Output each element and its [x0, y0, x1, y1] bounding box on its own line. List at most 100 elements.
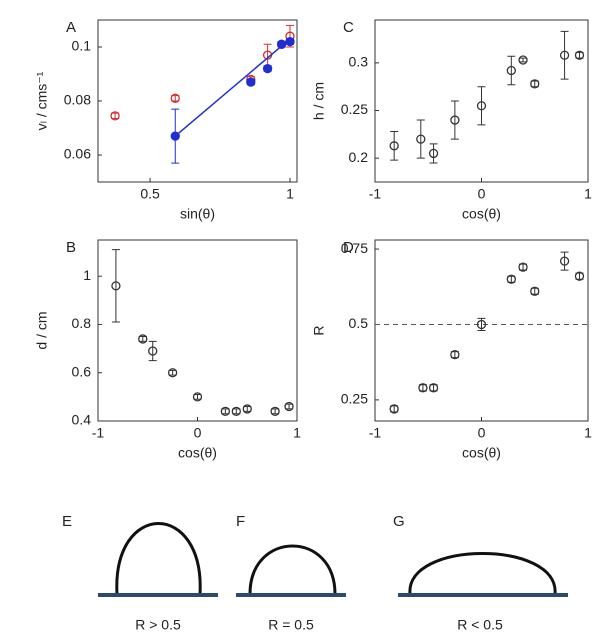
data-point [416, 134, 426, 144]
panel-letter: D [343, 239, 354, 256]
data-point [242, 404, 252, 414]
error-bar [507, 55, 516, 86]
error-bar [221, 408, 230, 415]
data-point [220, 406, 231, 416]
panel-letter: F [236, 513, 245, 530]
y-axis-label: h / cm [311, 82, 327, 120]
data-point [530, 79, 540, 89]
error-bar [390, 130, 399, 161]
data-point [389, 141, 399, 151]
y-tick-label: 0.06 [64, 146, 91, 162]
data-point [559, 50, 570, 60]
y-tick-label: 0.08 [64, 92, 91, 108]
data-point [148, 346, 158, 356]
y-tick-label: 0.75 [341, 240, 368, 256]
x-axis-label: cos(θ) [462, 445, 501, 461]
data-point [246, 77, 256, 87]
data-point [167, 368, 178, 378]
drop-outline [115, 522, 202, 595]
y-axis-label: d / cm [34, 311, 50, 349]
error-bar [148, 340, 157, 362]
panel-letter: C [343, 19, 354, 36]
data-point [428, 383, 439, 393]
error-bar [560, 30, 569, 80]
data-point [506, 65, 516, 76]
y-tick-label: 0.6 [72, 363, 92, 379]
y-tick-label: 0.25 [341, 101, 368, 117]
x-tick-label: -1 [369, 186, 382, 202]
data-point [476, 319, 487, 330]
error-bar [243, 406, 252, 412]
data-point [418, 383, 428, 393]
data-point [559, 256, 570, 266]
data-point [389, 404, 399, 414]
y-tick-label: 0.8 [72, 315, 92, 331]
drop-shapes: E R > 0.5 F R = 0.5 G R < 0.5 [62, 513, 568, 633]
fit-line [174, 38, 291, 137]
data-point [110, 111, 120, 121]
y-tick-label: 0.3 [349, 54, 369, 70]
data-point [518, 262, 528, 272]
data-point [138, 334, 148, 344]
data-point [530, 286, 540, 296]
data-point [262, 63, 273, 74]
panel-letter: G [393, 513, 405, 530]
data-point [428, 148, 439, 159]
x-tick-label: 1 [286, 186, 294, 202]
error-bar [477, 86, 486, 126]
shape-label: R < 0.5 [457, 617, 503, 633]
error-bar [519, 57, 528, 63]
x-tick-label: 0.5 [140, 186, 160, 202]
data-point [284, 401, 294, 412]
y-tick-label: 0.4 [72, 412, 92, 428]
y-tick-label: 0.25 [341, 391, 368, 407]
data-point [574, 50, 585, 60]
axes-box [97, 239, 298, 422]
data-point [270, 406, 280, 416]
drop-outline [248, 544, 337, 595]
data-point [518, 55, 528, 65]
x-tick-label: 1 [293, 425, 301, 441]
error-bar [285, 403, 294, 410]
error-bar [111, 249, 120, 323]
y-tick-label: 1 [83, 267, 91, 283]
y-tick-label: 0.1 [72, 38, 92, 54]
data-point [574, 271, 585, 281]
panel-letter: A [66, 19, 76, 36]
y-axis-label: vₗ / cms⁻¹ [34, 71, 50, 130]
error-bar [271, 408, 280, 415]
panel-letter: E [62, 513, 72, 530]
data-point [192, 392, 203, 402]
data-point [111, 281, 121, 291]
x-tick-label: -1 [369, 425, 382, 441]
x-tick-label: 0 [478, 186, 486, 202]
error-bar [560, 251, 569, 271]
x-axis-label: cos(θ) [462, 206, 501, 222]
x-tick-label: 0 [194, 425, 202, 441]
error-bar [416, 119, 425, 159]
error-bar [429, 143, 438, 164]
data-point [170, 93, 180, 103]
error-bar [232, 408, 241, 415]
shape-label: R > 0.5 [135, 617, 181, 633]
drop-outline [408, 552, 557, 595]
x-tick-label: 1 [584, 186, 592, 202]
data-point [450, 349, 460, 360]
y-tick-label: 0.5 [349, 315, 369, 331]
data-point [450, 115, 460, 125]
x-tick-label: 0 [478, 425, 486, 441]
x-axis-label: sin(θ) [180, 206, 215, 222]
data-point [276, 39, 287, 49]
y-tick-label: 0.2 [349, 149, 369, 165]
x-tick-label: -1 [92, 425, 105, 441]
data-point [506, 274, 516, 284]
error-bar [168, 369, 177, 376]
panel-letter: B [66, 239, 76, 256]
error-bar [138, 336, 147, 342]
x-tick-label: 1 [584, 425, 592, 441]
x-axis-label: cos(θ) [178, 445, 217, 461]
y-axis-label: R [311, 325, 327, 335]
data-point [476, 101, 487, 111]
error-bar [450, 100, 459, 140]
